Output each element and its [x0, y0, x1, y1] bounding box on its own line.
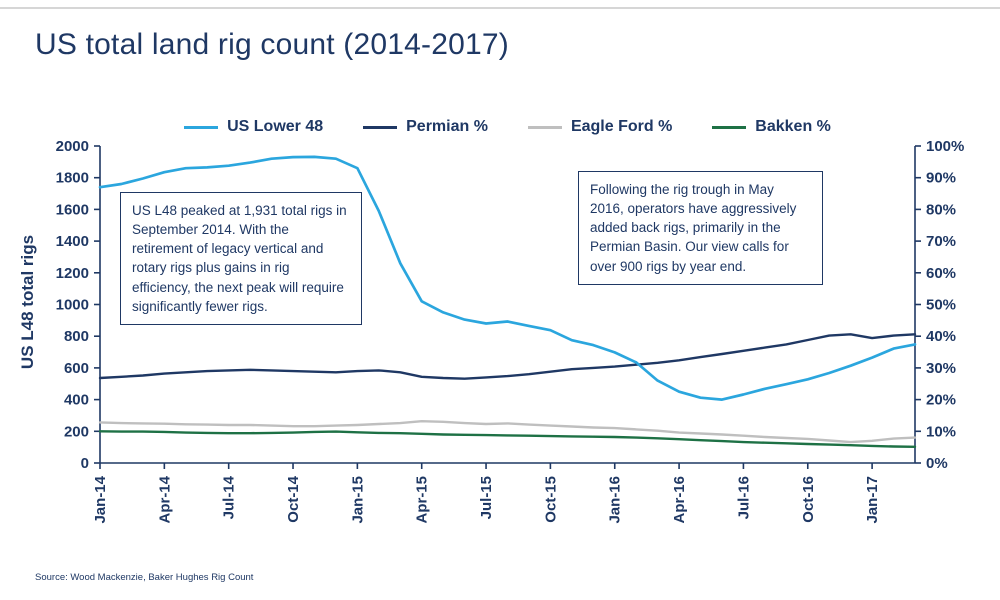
- legend-item-bakken: Bakken %: [712, 118, 831, 136]
- left-axis-tick-label: 200: [64, 423, 89, 440]
- annotation-trough-callout: Following the rig trough in May 2016, op…: [578, 171, 823, 285]
- legend-label-us-lower-48: US Lower 48: [227, 118, 324, 135]
- left-axis-tick-label: 1000: [56, 297, 89, 314]
- left-axis-tick-label: 400: [64, 392, 89, 409]
- chart-legend: US Lower 48 Permian % Eagle Ford % Bakke…: [100, 118, 915, 136]
- legend-item-us-lower-48: US Lower 48: [184, 118, 323, 136]
- legend-item-permian: Permian %: [363, 118, 488, 136]
- permian-line-swatch-icon: [363, 125, 398, 129]
- left-axis-tick-label: 600: [64, 360, 89, 377]
- right-axis-tick-label: 0%: [926, 455, 948, 472]
- x-axis-tick-label: Jul-15: [478, 476, 495, 519]
- right-axis-tick-label: 50%: [926, 297, 956, 314]
- right-axis-tick-label: 40%: [926, 328, 956, 345]
- eagle-ford-line-swatch-icon: [527, 125, 562, 129]
- legend-label-permian: Permian %: [406, 118, 488, 135]
- x-axis-tick-label: Jul-14: [221, 475, 238, 519]
- bakken-line-swatch-icon: [712, 125, 747, 129]
- x-axis-tick-label: Oct-16: [800, 476, 817, 523]
- x-axis-tick-label: Jul-16: [735, 476, 752, 519]
- right-axis-tick-label: 30%: [926, 360, 956, 377]
- us-lower-48-line-swatch-icon: [184, 125, 219, 129]
- x-axis-tick-label: Jan-15: [349, 476, 366, 524]
- annotation-peak-callout: US L48 peaked at 1,931 total rigs in Sep…: [120, 192, 362, 325]
- right-axis-tick-label: 90%: [926, 170, 956, 187]
- right-axis-tick-label: 80%: [926, 201, 956, 218]
- right-axis-tick-label: 100%: [926, 138, 964, 155]
- page-title: US total land rig count (2014-2017): [35, 28, 509, 61]
- x-axis-tick-label: Jan-14: [92, 475, 109, 523]
- x-axis-tick-label: Apr-16: [671, 476, 688, 524]
- legend-label-eagle-ford: Eagle Ford %: [570, 118, 673, 135]
- left-axis-tick-label: 1400: [56, 233, 89, 250]
- left-axis-tick-label: 800: [64, 328, 89, 345]
- x-axis-tick-label: Jan-16: [607, 476, 624, 524]
- x-axis-tick-label: Apr-15: [414, 476, 431, 524]
- x-axis-tick-label: Apr-14: [156, 475, 173, 523]
- left-axis-tick-label: 2000: [56, 138, 89, 155]
- right-axis-tick-label: 10%: [926, 423, 956, 440]
- right-axis-tick-label: 70%: [926, 233, 956, 250]
- series-line-eagle-ford-: [98, 420, 917, 444]
- right-axis-tick-label: 20%: [926, 392, 956, 409]
- top-divider: [0, 7, 1000, 9]
- axes: [94, 145, 921, 469]
- left-axis-title: US L48 total rigs: [18, 234, 37, 370]
- left-axis-tick-label: 1800: [56, 170, 89, 187]
- series-line-bakken-: [98, 430, 917, 448]
- left-axis-tick-label: 1200: [56, 265, 89, 282]
- x-axis-tick-label: Oct-15: [542, 476, 559, 523]
- right-axis-tick-label: 60%: [926, 265, 956, 282]
- series-line-us-lower-48: [98, 155, 917, 401]
- x-axis-tick-label: Jan-17: [864, 476, 881, 524]
- legend-item-eagle-ford: Eagle Ford %: [527, 118, 673, 136]
- legend-label-bakken: Bakken %: [755, 118, 831, 135]
- left-axis-tick-label: 0: [81, 455, 89, 472]
- source-note: Source: Wood Mackenzie, Baker Hughes Rig…: [35, 572, 254, 583]
- left-axis-tick-label: 1600: [56, 201, 89, 218]
- x-axis-tick-label: Oct-14: [285, 475, 302, 522]
- series-line-permian-: [98, 333, 917, 380]
